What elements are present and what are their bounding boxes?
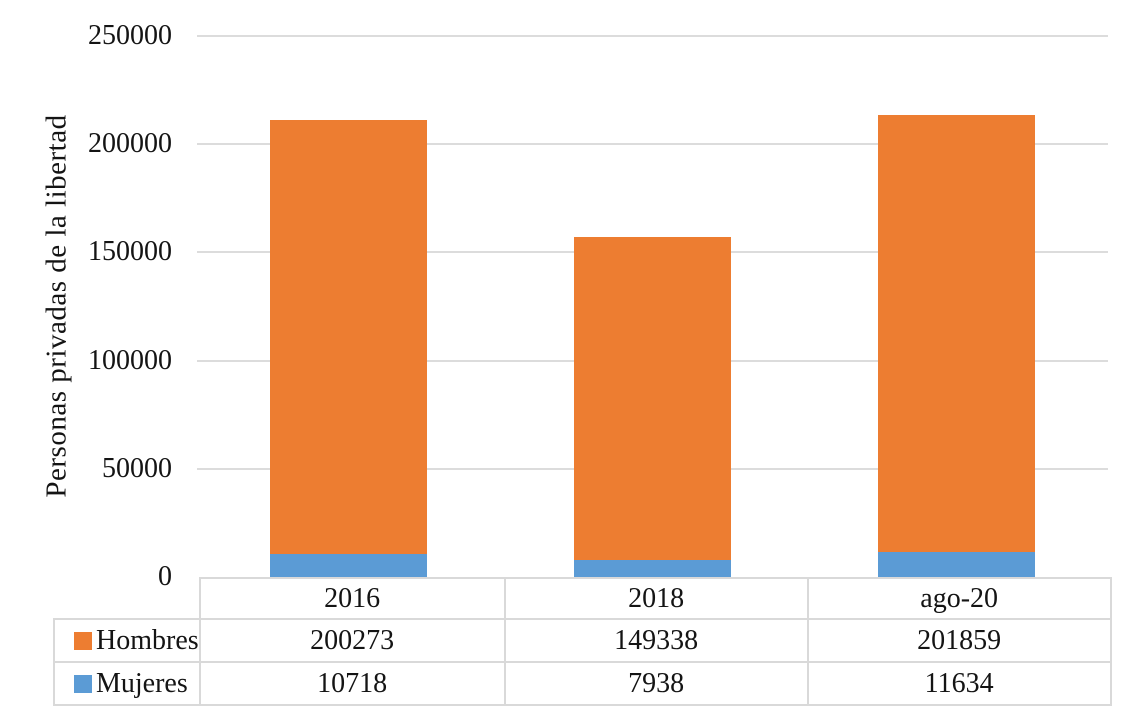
mujeres-legend-swatch-icon [74,674,92,693]
value-cell: 201859 [806,618,1112,663]
legend-label: Hombres [96,624,199,656]
value-cell: 10718 [198,661,506,706]
value-cell: 149338 [503,618,809,663]
y-axis-title: Personas privadas de la libertad [40,114,73,498]
legend-label: Mujeres [96,667,188,699]
bar-ago-20-hombres [877,115,1035,552]
value-cell: 200273 [198,618,506,663]
gridline [197,35,1108,37]
bar-2018-hombres [574,236,731,560]
category-cell: 2018 [503,577,809,620]
y-tick-label: 150000 [88,236,172,268]
bar-ago-20-mujeres [877,551,1035,577]
bar-2016-mujeres [270,553,428,577]
series-row-mujeres: Mujeres 10718 7938 11634 [53,661,1112,706]
gridline [197,143,1108,146]
value-cell: 7938 [503,661,809,706]
legend-cell-hombres: Hombres [53,618,201,663]
value-cell: 11634 [806,661,1112,706]
y-tick-label: 100000 [88,344,172,376]
category-row: 2016 2018 ago-20 [54,577,1112,620]
legend-cell-mujeres: Mujeres [53,661,201,706]
y-tick-label: 0 [158,561,172,592]
series-row-hombres: Hombres 200273 149338 201859 [53,618,1112,663]
bar-2016-hombres [270,120,428,554]
category-cell: ago-20 [806,577,1112,620]
table-corner-cell [54,578,200,619]
y-tick-label: 50000 [102,452,172,484]
hombres-legend-swatch-icon [74,631,92,650]
y-tick-label: 200000 [88,128,172,160]
y-tick-label: 250000 [88,20,172,51]
category-cell: 2016 [198,577,506,620]
bar-2018-mujeres [574,559,731,577]
data-table: 2016 2018 ago-20 Hombres 200273 149338 2… [53,577,1112,706]
